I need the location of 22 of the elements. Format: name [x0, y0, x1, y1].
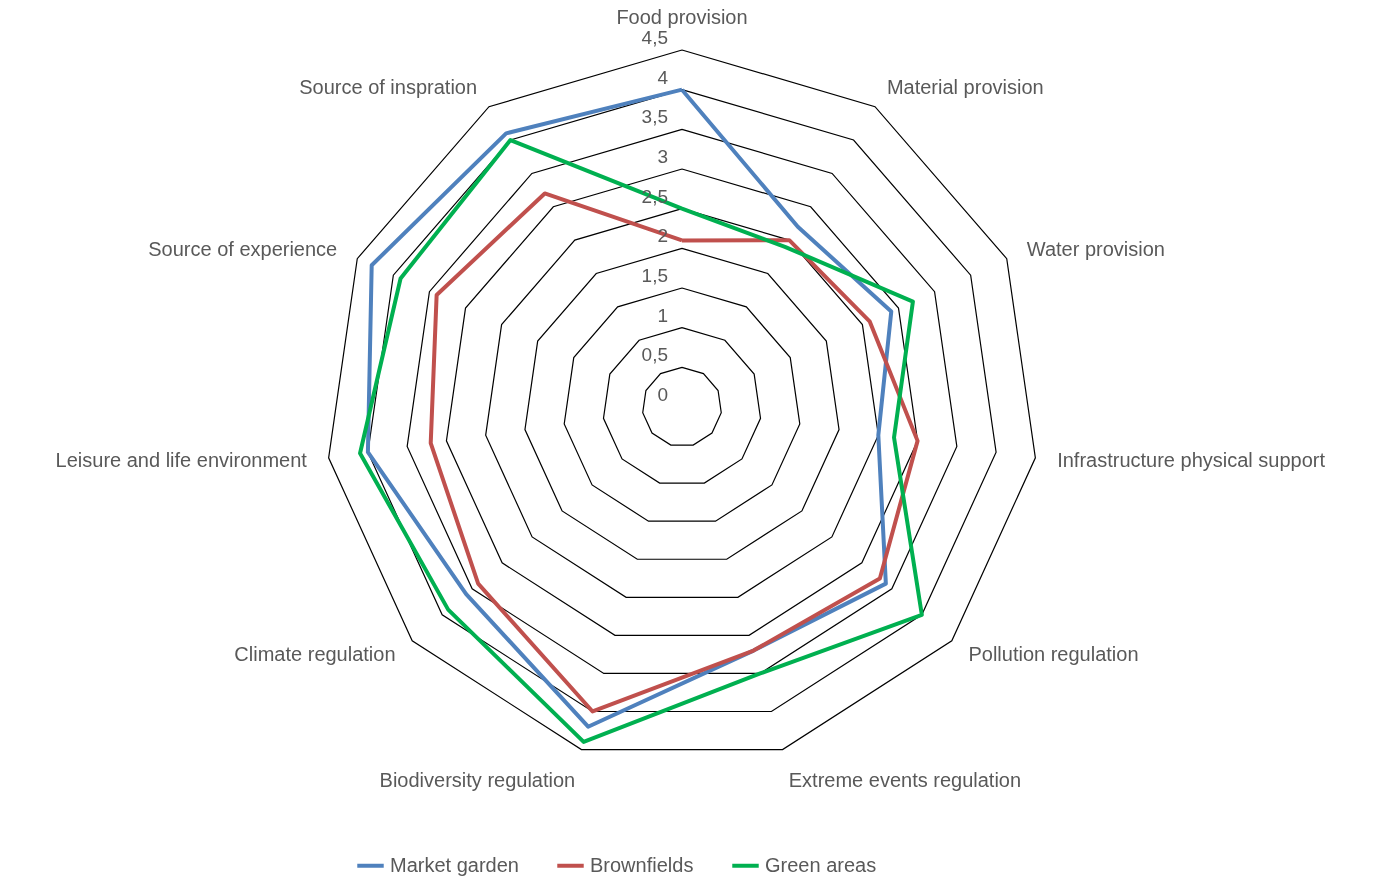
legend-label: Green areas [765, 853, 877, 876]
spoke-label: Extreme events regulation [788, 768, 1022, 791]
spoke-label: Climate regulation [234, 643, 396, 666]
y-tick-label: 0,5 [641, 344, 668, 366]
spoke-label: Material provision [886, 76, 1044, 99]
spoke-label: Biodiversity regulation [379, 768, 576, 791]
spoke-label: Leisure and life environment [55, 448, 308, 471]
y-tick-label: 4,5 [641, 27, 668, 48]
legend-label: Market garden [390, 853, 519, 876]
spoke-label: Pollution regulation [968, 643, 1139, 666]
legend-label: Brownfields [590, 853, 694, 876]
spoke-label: Food provision [616, 6, 748, 28]
y-tick-label: 0 [657, 384, 668, 405]
y-tick-label: 1,5 [641, 265, 668, 286]
y-tick-label: 1 [657, 304, 668, 326]
spoke-label: Source of experience [148, 237, 338, 260]
spoke-label: Source of inspration [299, 76, 478, 99]
y-tick-label: 4 [657, 66, 669, 88]
spoke-label: Infrastructure physical support [1057, 448, 1326, 471]
y-tick-label: 3 [657, 146, 668, 167]
y-tick-label: 3,5 [641, 106, 668, 128]
spoke-label: Water provision [1026, 237, 1165, 260]
